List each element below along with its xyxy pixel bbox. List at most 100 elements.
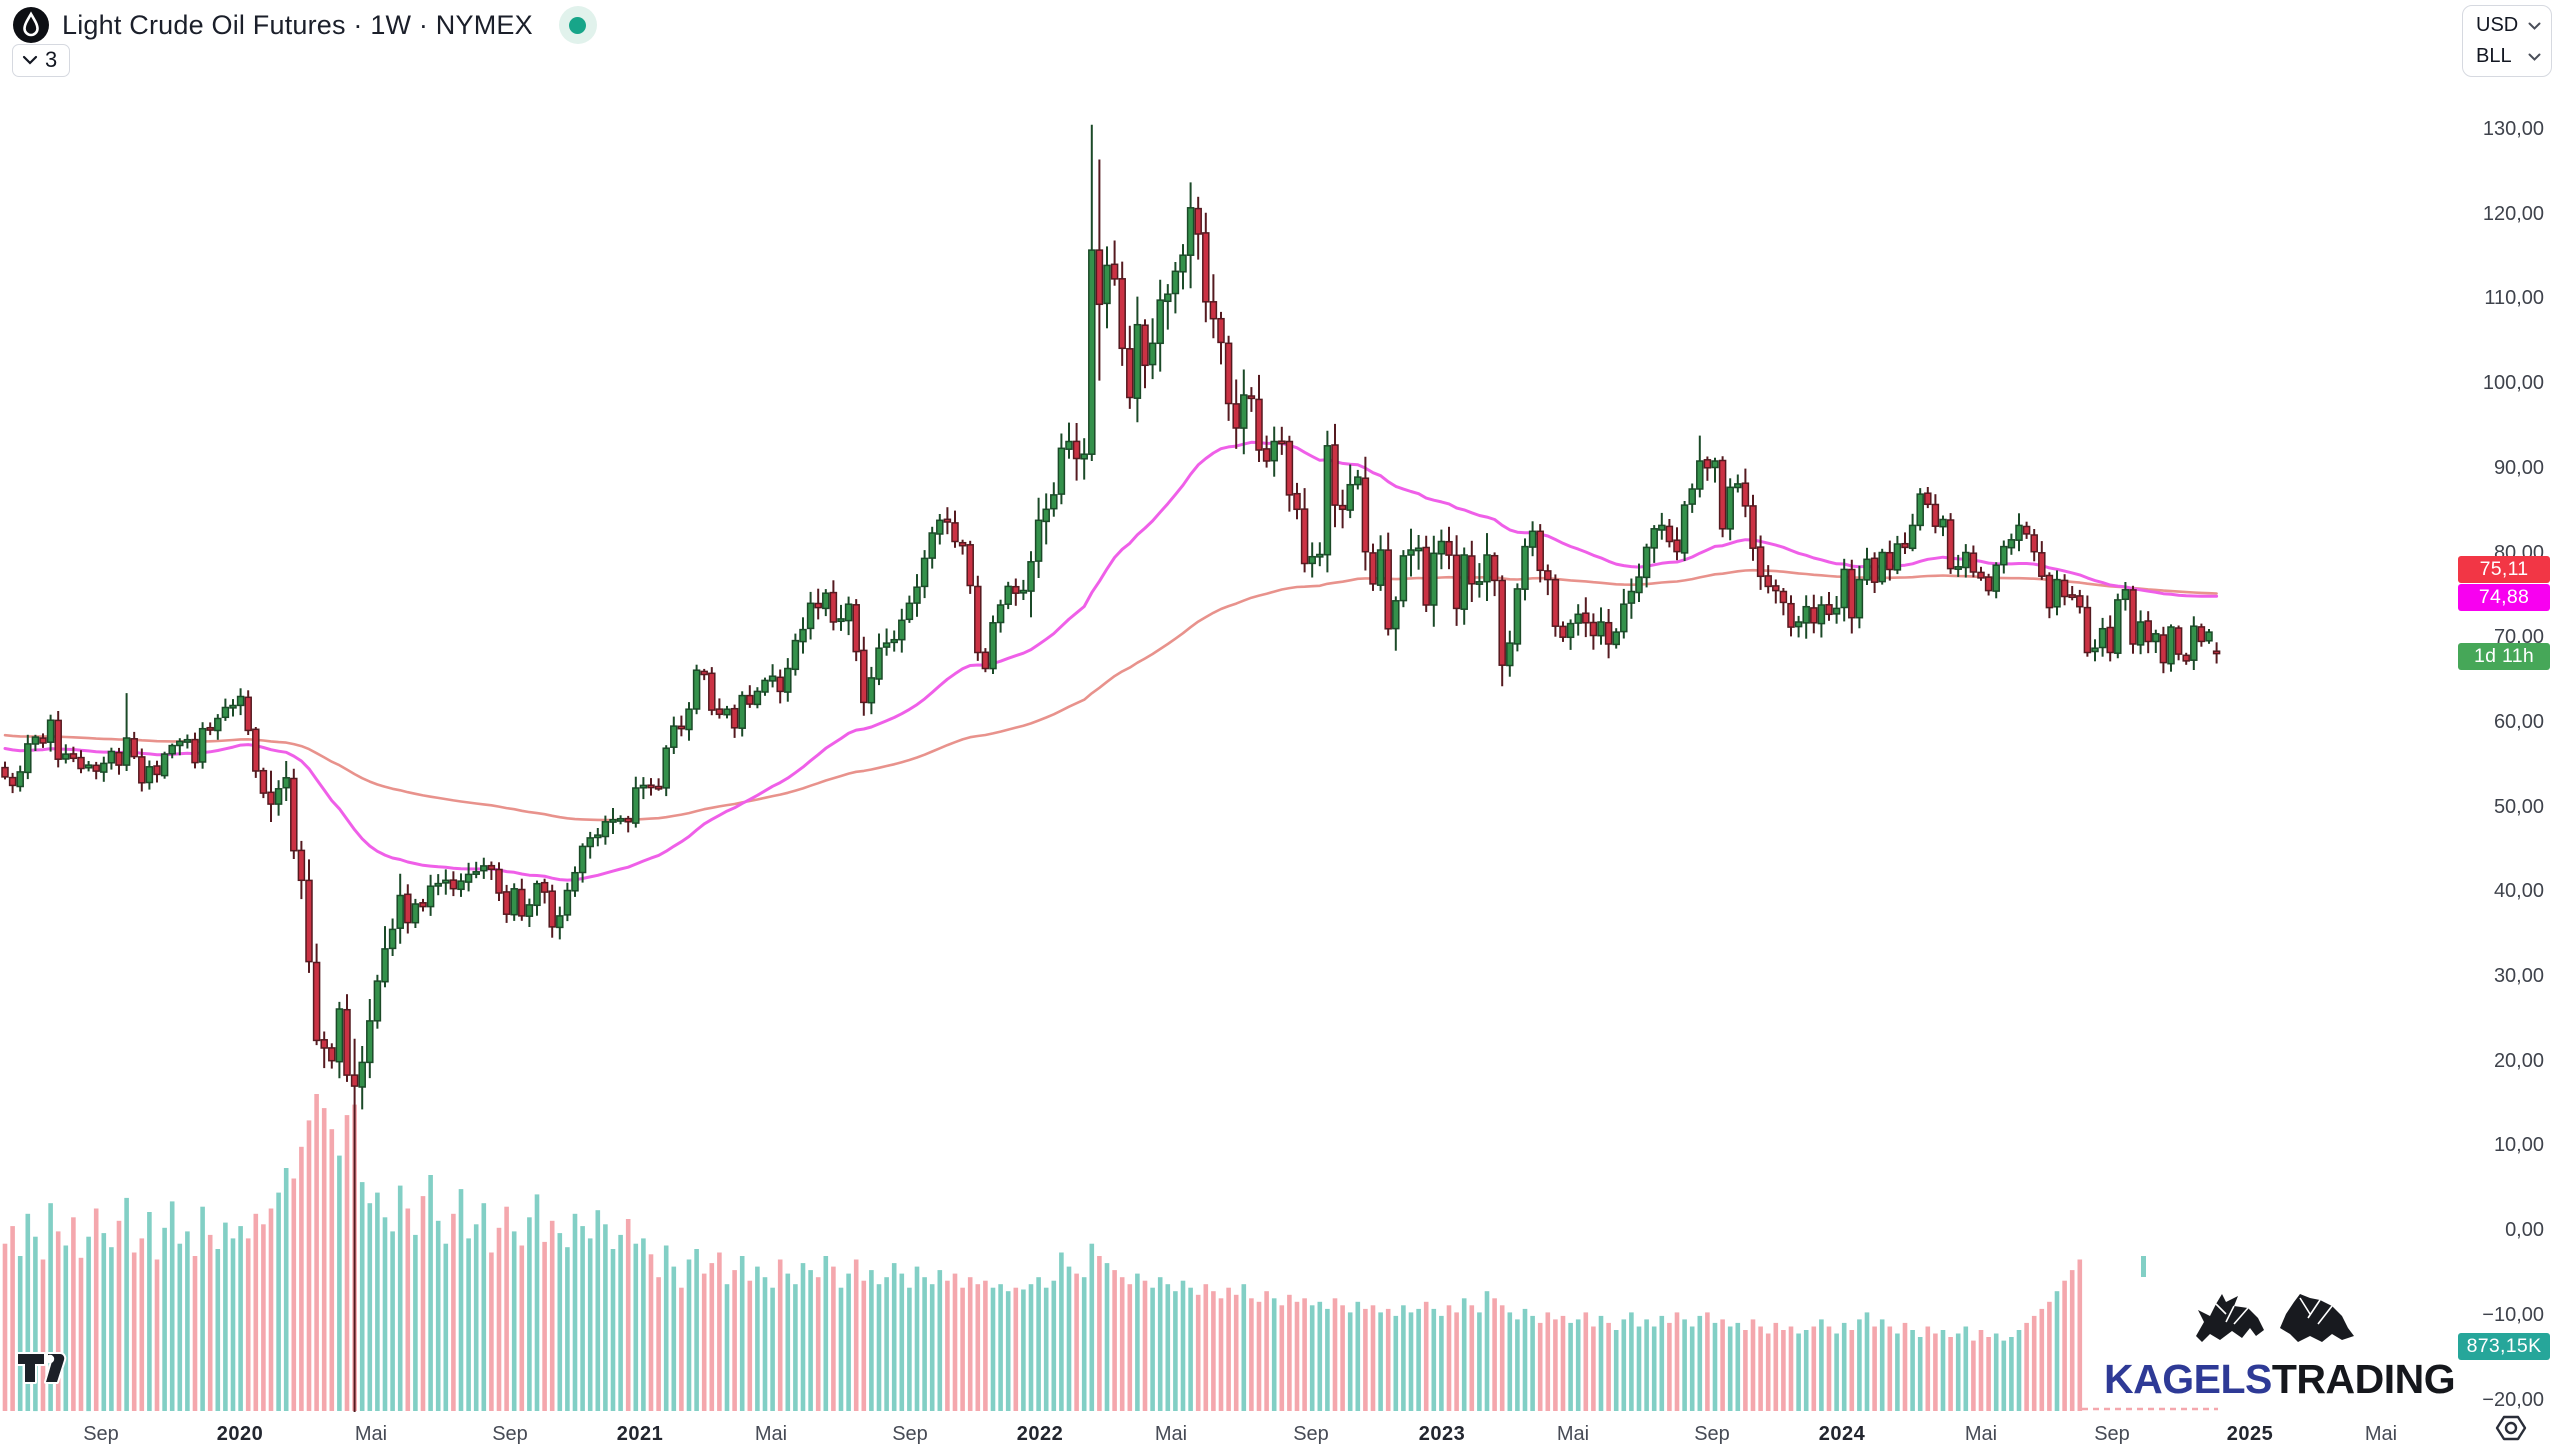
candle-body: [259, 769, 268, 794]
candle-body: [670, 725, 678, 748]
candle-body: [1209, 301, 1218, 320]
candle-body: [1506, 642, 1514, 667]
currency-label: USD: [2476, 14, 2519, 36]
candle-body: [548, 890, 556, 928]
candle-body: [2022, 525, 2031, 535]
volume-bar: [724, 1284, 730, 1411]
candle-body: [2053, 578, 2061, 608]
candle-body: [1612, 631, 1620, 646]
volume-bar: [1917, 1337, 1923, 1411]
volume-bar: [1560, 1315, 1566, 1411]
volume-bar: [542, 1241, 547, 1411]
volume-bar: [1591, 1326, 1596, 1411]
candle-body: [1384, 549, 1392, 630]
volume-bar: [2031, 1315, 2037, 1411]
volume-bar: [1788, 1326, 1794, 1411]
candle-body: [1057, 447, 1066, 495]
volume-bar: [1264, 1291, 1269, 1411]
candle-body: [2060, 579, 2069, 598]
volume-bar: [1385, 1308, 1391, 1411]
price-tick-label: 0,00: [2505, 1219, 2544, 1242]
volume-bar: [466, 1238, 471, 1411]
candle-body: [236, 695, 245, 707]
volume-bar: [1446, 1305, 1452, 1411]
volume-bar: [397, 1185, 403, 1411]
candle-body: [229, 704, 237, 709]
candle-body: [708, 672, 716, 711]
indicators-expand-button[interactable]: 3: [12, 44, 71, 77]
price-tick-label: 30,00: [2493, 965, 2544, 987]
scale-settings-hexagon-icon[interactable]: [2494, 1414, 2528, 1442]
candle-body: [449, 879, 458, 890]
volume-bar: [1659, 1315, 1665, 1411]
candle-body: [1977, 571, 1985, 579]
candle-body: [738, 694, 746, 729]
volume-bar: [1750, 1319, 1756, 1411]
candle-body: [1110, 263, 1119, 280]
candle-body: [1270, 440, 1278, 462]
volume-bar: [139, 1238, 145, 1411]
candle-body: [46, 719, 55, 743]
candle-body: [426, 885, 435, 908]
candle-body: [1156, 299, 1164, 345]
volume-bar: [565, 1247, 570, 1411]
candle-body: [890, 638, 898, 644]
volume-bar: [1226, 1287, 1231, 1411]
volume-bar: [1986, 1337, 1991, 1411]
candle-body: [1072, 440, 1081, 460]
volume-bar: [1826, 1326, 1832, 1411]
month-tick-label: Sep: [1293, 1423, 1329, 1445]
volume-bar: [1735, 1322, 1741, 1411]
symbol-title[interactable]: Light Crude Oil Futures · 1W · NYMEX: [62, 9, 533, 40]
candle-body: [867, 677, 876, 704]
candle-body: [343, 1008, 351, 1076]
volume-bar: [207, 1234, 213, 1411]
candle-body: [1490, 554, 1499, 582]
volume-bar: [1150, 1287, 1155, 1411]
candle-body: [875, 647, 883, 680]
candle-body: [1863, 558, 1871, 581]
volume-bar: [215, 1249, 221, 1411]
candle-body: [898, 619, 906, 641]
candle-body: [518, 888, 526, 917]
market-status-dot-icon: [569, 16, 587, 34]
market-status-halo[interactable]: [558, 6, 597, 44]
month-tick-label: Sep: [492, 1423, 528, 1445]
candle-body: [1095, 249, 1104, 306]
volume-bar: [747, 1280, 753, 1411]
volume-bar: [762, 1277, 768, 1411]
candle-body: [1513, 588, 1522, 645]
volume-bar: [1545, 1312, 1551, 1411]
volume-bar: [25, 1213, 31, 1411]
candle-body: [2167, 626, 2175, 665]
chevron-down-icon: [2528, 53, 2541, 61]
volume-bar: [1211, 1291, 1216, 1411]
volume-bar: [337, 1155, 342, 1411]
volume-bar: [686, 1259, 692, 1411]
candle-body: [1468, 555, 1476, 585]
unit-select[interactable]: BLL: [2463, 41, 2551, 72]
volume-bar: [922, 1277, 927, 1411]
tradingview-logo-icon[interactable]: [14, 1346, 72, 1390]
volume-bar: [1629, 1312, 1634, 1411]
candle-body: [373, 980, 382, 1022]
volume-bar: [1401, 1305, 1406, 1411]
candle-body: [1832, 607, 1841, 615]
candle-body: [305, 879, 313, 963]
volume-bar: [473, 1224, 479, 1411]
candle-body: [1460, 554, 1468, 610]
currency-select[interactable]: USD: [2463, 10, 2551, 41]
volume-bar: [93, 1208, 99, 1411]
candle-body: [753, 690, 762, 706]
volume-bar: [800, 1263, 806, 1411]
volume-bar: [998, 1284, 1003, 1411]
volume-bar: [1142, 1280, 1148, 1411]
candle-body: [464, 873, 473, 883]
candle-body: [2015, 524, 2023, 541]
candle-body: [852, 604, 860, 653]
candle-body: [647, 784, 655, 789]
candle-body: [1931, 503, 1940, 527]
candle-body: [2045, 574, 2054, 609]
candle-body: [2136, 621, 2145, 646]
